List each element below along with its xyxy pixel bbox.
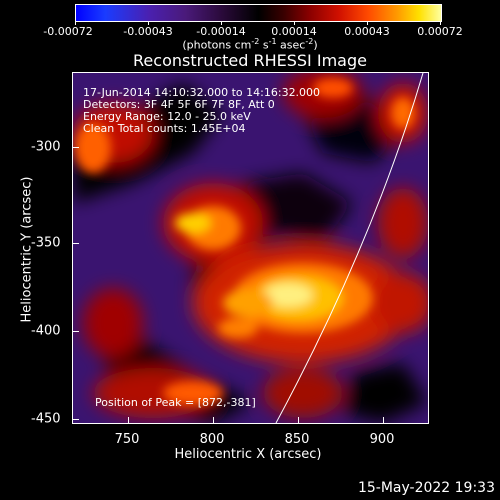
rhessi-image: 17-Jun-2014 14:10:32.000 to 14:16:32.000…	[72, 72, 429, 424]
x-tick	[298, 417, 299, 423]
counts-text: Clean Total counts: 1.45E+04	[83, 122, 246, 135]
colorbar-label: 0.00072	[417, 25, 463, 38]
x-tick-label: 850	[284, 432, 310, 447]
x-tick	[383, 417, 384, 423]
colorbar-label: -0.00043	[123, 25, 173, 38]
colorbar-tick	[148, 21, 149, 25]
y-tick	[73, 419, 79, 420]
rhessi-map-graphic	[73, 73, 428, 423]
y-tick-label: -300	[31, 139, 61, 155]
x-axis-label: Heliocentric X (arcsec)	[174, 447, 322, 462]
y-tick-label: -400	[31, 323, 61, 339]
y-tick-label: -350	[31, 235, 61, 251]
colorbar-label: 0.00043	[344, 25, 390, 38]
colorbar-label: -0.00014	[196, 25, 246, 38]
colorbar-tick	[75, 21, 76, 25]
y-tick-label: -450	[31, 411, 61, 427]
colorbar-label: 0.00014	[271, 25, 317, 38]
x-tick	[213, 417, 214, 423]
x-tick-label: 750	[114, 432, 140, 447]
colorbar-tick	[440, 21, 441, 25]
colorbar-label: -0.00072	[43, 25, 93, 38]
y-tick	[73, 243, 79, 244]
colorbar-tick	[367, 21, 368, 25]
time-range-text: 17-Jun-2014 14:10:32.000 to 14:16:32.000	[83, 86, 321, 99]
x-tick	[128, 417, 129, 423]
y-axis-label: Heliocentric Y (arcsec)	[19, 176, 35, 323]
plot-title: Reconstructed RHESSI Image	[133, 51, 367, 70]
colorbar-tick	[294, 21, 295, 25]
footer-date: 15-May-2022 19:33	[357, 480, 495, 496]
colorbar-units: (photons cm-2 s-1 asec-2)	[182, 37, 318, 52]
detectors-text: Detectors: 3F 4F 5F 6F 7F 8F, Att 0	[83, 98, 275, 111]
y-tick	[73, 147, 79, 148]
peak-position-text: Position of Peak = [872,-381]	[95, 396, 256, 409]
y-tick	[73, 331, 79, 332]
energy-range-text: Energy Range: 12.0 - 25.0 keV	[83, 110, 251, 123]
x-tick-label: 800	[199, 432, 225, 447]
x-tick-label: 900	[369, 432, 395, 447]
colorbar	[75, 4, 442, 22]
colorbar-tick	[221, 21, 222, 25]
